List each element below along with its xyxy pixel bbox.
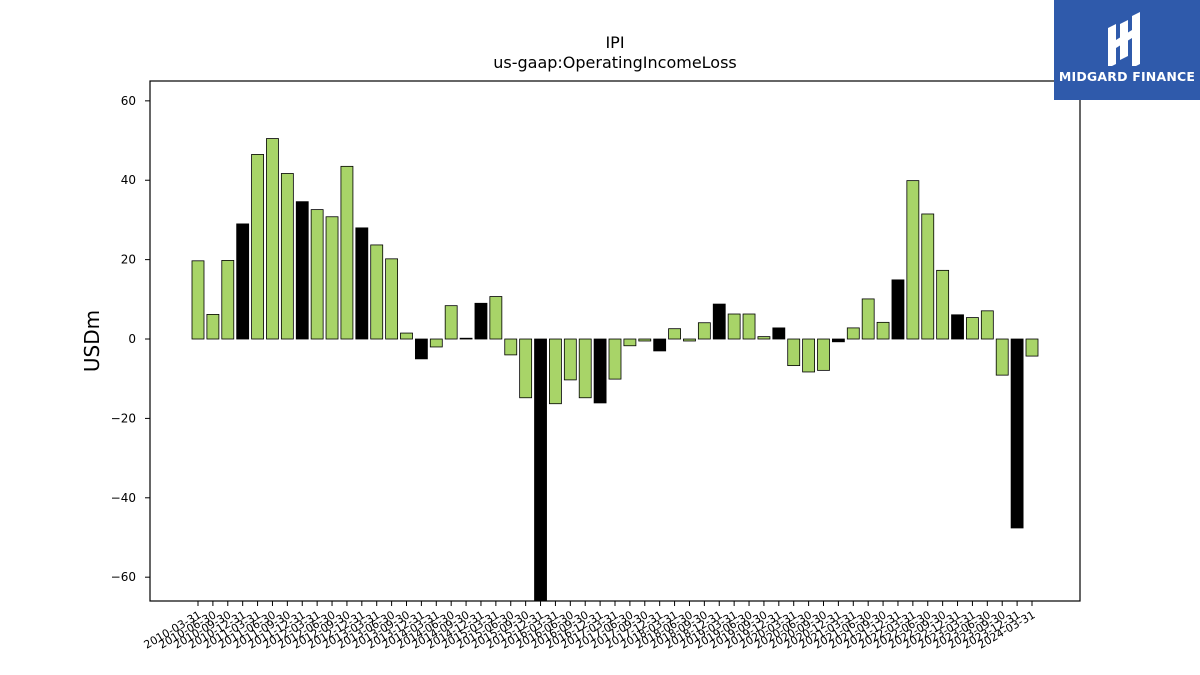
bar <box>444 305 458 340</box>
bar <box>995 338 1009 376</box>
brand-logo: MIDGARD FINANCE <box>1054 0 1200 100</box>
bar <box>459 337 473 340</box>
bar <box>534 338 547 602</box>
bar <box>727 313 741 340</box>
bar <box>668 328 681 340</box>
bar <box>846 327 860 340</box>
bar <box>474 302 488 340</box>
bar <box>206 314 220 340</box>
bar <box>295 201 309 340</box>
chart-title: IPI <box>605 33 624 52</box>
y-tick-label: −20 <box>111 411 136 425</box>
bar <box>266 138 279 340</box>
bar <box>191 260 205 340</box>
bar <box>563 338 577 381</box>
bar <box>921 213 935 340</box>
bar <box>861 298 875 340</box>
bar <box>712 303 726 340</box>
bar <box>1010 338 1024 529</box>
bar <box>831 338 845 343</box>
bar <box>340 165 354 340</box>
bar-series <box>191 138 1039 602</box>
bar <box>817 338 830 371</box>
bar <box>504 338 518 356</box>
chart-subtitle: us-gaap:OperatingIncomeLoss <box>493 53 737 72</box>
y-tick-label: 60 <box>121 94 136 108</box>
midgard-logo-icon <box>1108 12 1140 66</box>
y-tick-label: 0 <box>128 332 136 346</box>
bar <box>325 216 339 340</box>
bar <box>891 279 905 340</box>
bar <box>400 332 413 340</box>
bar <box>429 338 443 348</box>
bar <box>951 314 964 340</box>
bar <box>251 154 264 340</box>
bar <box>742 313 756 340</box>
y-tick-label: 20 <box>121 253 136 267</box>
bar <box>593 338 607 404</box>
bar <box>489 296 503 340</box>
bar <box>697 322 711 340</box>
x-axis: 2010-03-312010-06-302010-09-302010-12-31… <box>142 601 1038 652</box>
y-tick-label: −40 <box>111 491 136 505</box>
y-axis: −60 −40 −20 0 20 40 60 <box>111 94 150 584</box>
bar <box>414 338 428 360</box>
bar <box>280 173 294 340</box>
bar <box>519 338 533 399</box>
bar <box>876 321 890 340</box>
bar <box>370 244 384 340</box>
bar <box>385 258 399 340</box>
bar <box>355 227 369 340</box>
bar <box>638 338 652 342</box>
bar <box>772 327 786 340</box>
bar <box>236 223 250 340</box>
brand-name: MIDGARD FINANCE <box>1058 69 1196 84</box>
bar <box>608 338 622 380</box>
bar <box>787 338 801 367</box>
y-tick-label: 40 <box>121 173 136 187</box>
bar <box>578 338 592 399</box>
bar <box>623 338 637 347</box>
bar <box>906 180 920 340</box>
bar <box>549 338 562 405</box>
bar <box>221 260 235 340</box>
bar <box>683 338 696 342</box>
bar <box>310 209 324 340</box>
bar <box>757 336 771 340</box>
y-tick-label: −60 <box>111 570 136 584</box>
plot-frame <box>149 80 1081 602</box>
bar <box>802 338 816 373</box>
y-axis-label: USDm <box>80 310 104 372</box>
bar <box>936 269 950 340</box>
bar <box>653 338 667 352</box>
bar <box>1025 338 1039 357</box>
bar <box>966 317 979 340</box>
bar <box>980 310 994 340</box>
